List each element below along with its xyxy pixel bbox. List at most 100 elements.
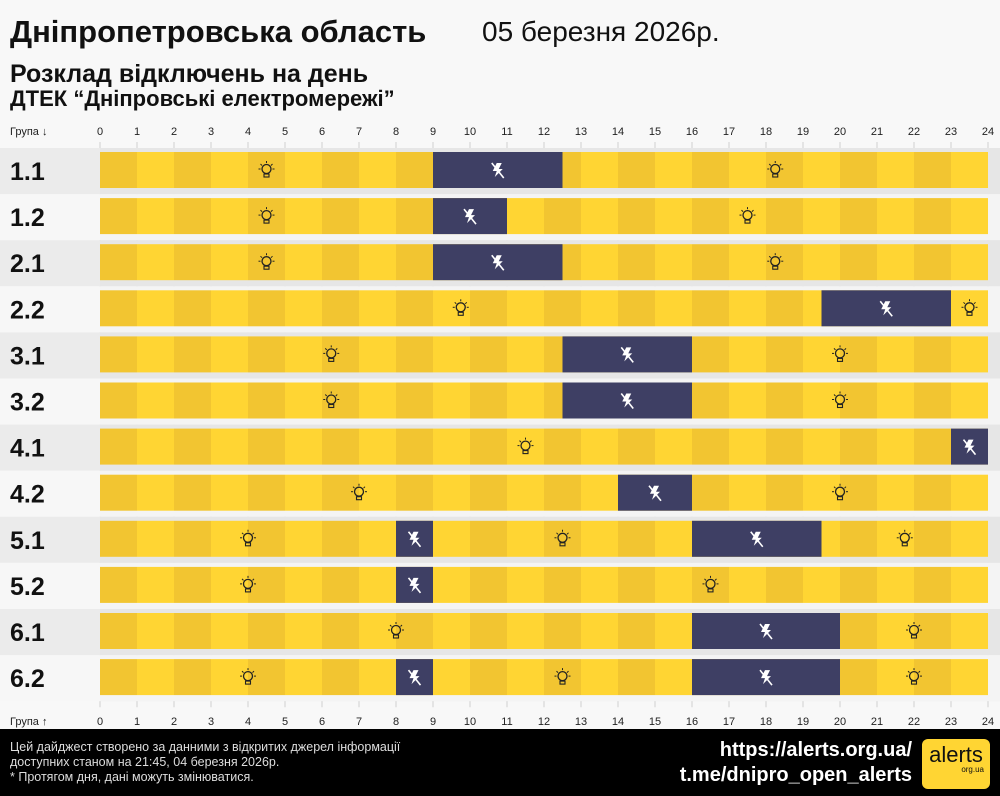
power-on-hour [618,428,655,465]
power-on-hour [729,382,766,419]
bulb-icon [739,207,756,224]
power-on-hour [359,198,396,235]
power-on-hour [137,382,174,419]
power-on-hour [100,428,137,465]
power-on-hour [211,244,248,281]
power-on-hour [803,428,840,465]
power-on-hour [507,474,544,511]
bulb-icon-base [328,403,335,409]
bulb-icon-ray [324,394,328,397]
power-on-hour [766,198,803,235]
power-on-hour [692,336,729,373]
row-label-background [0,655,100,702]
power-on-hour [322,566,359,603]
power-on-hour [433,520,470,557]
power-on-hour [655,244,692,281]
power-on-hour [803,152,840,188]
telegram-link[interactable]: t.me/dnipro_open_alerts [679,764,912,786]
power-on-hour [285,474,322,511]
bulb-icon-base [910,680,918,685]
tick-label-bottom: 12 [538,716,550,728]
bulb-icon-ray [519,440,522,443]
row-label-background [0,516,100,563]
power-on-hour [174,659,211,696]
tick-label-top: 5 [282,126,288,138]
power-on-hour [951,290,988,327]
bulb-icon-ray [389,624,392,627]
power-on-hour [359,659,396,696]
power-on-hour [766,566,803,603]
power-on-hour [322,382,359,419]
tick-label-top: 24 [982,126,994,138]
power-on-hour [581,474,618,511]
power-on-hour [877,659,914,696]
row-label-background [0,470,100,517]
power-on-hour [951,198,988,235]
power-on-hour [285,428,322,465]
bulb-icon [258,161,275,178]
power-on-hour [544,198,581,235]
power-on-hour [618,659,655,696]
bolt-icon-strike [759,669,773,686]
bulb-icon [832,345,848,362]
bulb-icon-base [244,542,252,547]
power-on-hour [692,152,729,188]
power-on-hour [396,198,433,235]
row-label-background [0,286,100,333]
power-on-hour [803,198,840,235]
power-on-hour [766,382,803,419]
power-on-hour [174,474,211,511]
power-on-hour [174,152,211,188]
tick-label-top: 9 [430,126,436,138]
group-row-1-2: 1.2 [0,194,1000,241]
power-on-hour [211,520,248,557]
bulb-icon-ray [400,624,403,627]
group-label: 1.2 [10,204,45,232]
power-on-hour [840,382,877,419]
power-on-hour [914,428,951,465]
power-on-hour [137,659,174,696]
bulb-icon [554,668,571,685]
tick-label-bottom: 8 [393,716,399,728]
power-on-hour [396,290,433,327]
row-label-background [0,424,100,471]
bulb-icon-ray [908,532,912,535]
bulb-icon-ray [270,163,273,166]
power-on-hour [581,520,618,557]
logo-text: alerts [929,742,983,767]
tick-label-top: 18 [760,126,772,138]
power-on-hour [840,520,877,557]
tick-label-top: 19 [797,126,809,138]
power-on-hour [507,336,544,373]
power-on-hour [359,520,396,557]
power-on-hour [877,613,914,649]
power-on-hour [766,428,803,465]
bulb-icon-ray [335,348,338,351]
power-on-hour [507,198,544,235]
power-on-hour [100,659,137,696]
power-on-hour [285,659,322,696]
power-on-hour [914,336,951,373]
power-on-hour [507,428,544,465]
power-on-hour [803,244,840,281]
tick-label-top: 21 [871,126,883,138]
bolt-icon-strike [491,162,505,179]
row-label-background [0,240,100,287]
power-on-hour [100,244,137,281]
bulb-icon [906,622,922,639]
bulb-icon [323,391,340,409]
bolt-icon-strike [407,577,422,594]
tick-label-bottom: 20 [834,716,846,728]
bulb-icon-base [836,496,844,501]
power-on-hour [507,520,544,557]
tick-label-bottom: 16 [686,716,698,728]
power-on-hour [655,566,692,603]
bolt-icon-strike [407,531,422,548]
site-link[interactable]: https://alerts.org.ua/ [719,739,912,761]
power-on-hour [729,566,766,603]
tick-label-bottom: 7 [356,716,362,728]
bulb-icon [452,299,469,316]
power-on-hour [248,566,285,603]
power-on-hour [840,659,877,696]
power-on-hour [322,613,359,649]
